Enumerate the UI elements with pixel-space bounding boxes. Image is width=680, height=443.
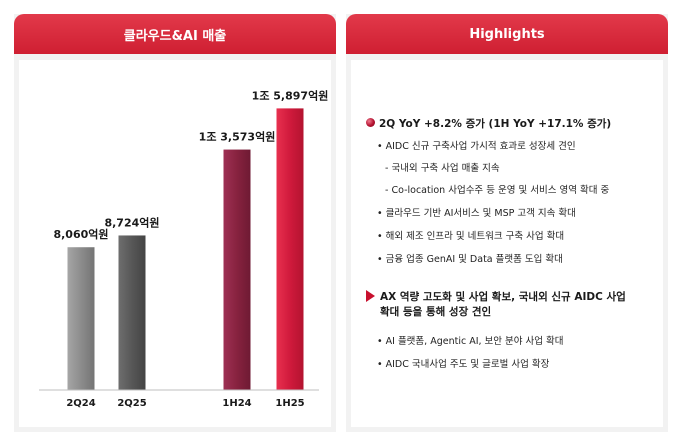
highlight-item: • 해외 제조 인프라 및 네트워크 구축 사업 확대 (377, 231, 565, 242)
bar-1h24 (223, 149, 251, 390)
highlight-item: • 금융 업종 GenAI 및 Data 플랫폼 도입 확대 (377, 254, 563, 265)
highlight-heading-2-text: AX 역량 고도화 및 사업 확보, 국내외 신규 AIDC 사업 확대 등을 … (380, 289, 626, 319)
highlight-item: • AI 플랫폼, Agentic AI, 보안 분야 사업 확대 (377, 336, 564, 347)
revenue-bar-chart: 8,060억원 2Q24 8,724억원 2Q25 1조 3,573억원 1H24 1조 5… (39, 88, 329, 409)
chart-area: 8,060억원 2Q24 8,724억원 2Q25 1조 3,573억원 1H24 1조 5… (19, 60, 331, 427)
ball-icon (366, 118, 375, 127)
highlight-heading-2: AX 역량 고도화 및 사업 확보, 국내외 신규 AIDC 사업 확대 등을 … (366, 289, 626, 319)
revenue-panel-header: 클라우드&AI 매출 (14, 14, 336, 54)
highlight-item: • AIDC 신규 구축사업 가시적 효과로 성장세 견인 (377, 141, 576, 152)
highlight-item: • AIDC 국내사업 주도 및 글로벌 사업 확장 (377, 359, 550, 370)
bar-2q25 (118, 235, 146, 390)
revenue-panel: 클라우드&AI 매출 8,060억원 2Q24 8,724억원 2Q25 1조 3,57… (14, 14, 336, 432)
highlight-heading-2-line1: AX 역량 고도화 및 사업 확보, 국내외 신규 AIDC 사업 (380, 291, 626, 303)
data-label-1h25: 1조 5,897억원 (252, 88, 329, 102)
tick-label-1h25: 1H25 (275, 398, 304, 409)
data-label-1h24: 1조 3,573억원 (199, 130, 276, 144)
highlight-subitem: - 국내외 구축 사업 매출 지속 (385, 163, 500, 174)
highlight-heading-1-text: 2Q YoY +8.2% 증가 (1H YoY +17.1% 증가) (379, 118, 612, 130)
data-label-2q25: 8,724억원 (104, 215, 159, 229)
bar-2q24 (67, 247, 95, 390)
highlights-panel-header: Highlights (346, 14, 668, 54)
highlight-heading-1: 2Q YoY +8.2% 증가 (1H YoY +17.1% 증가) (366, 116, 611, 131)
highlights-content: 2Q YoY +8.2% 증가 (1H YoY +17.1% 증가) • AID… (351, 60, 663, 427)
highlight-subitem: - Co-location 사업수주 등 운영 및 서비스 영역 확대 중 (385, 185, 610, 196)
tick-label-2q25: 2Q25 (117, 398, 146, 409)
tick-label-2q24: 2Q24 (66, 398, 95, 409)
highlights-panel: Highlights 2Q YoY +8.2% 증가 (1H YoY +17.1… (346, 14, 668, 432)
bar-1h25 (276, 108, 304, 390)
tick-label-1h24: 1H24 (222, 398, 251, 409)
data-label-2q24: 8,060억원 (53, 227, 108, 241)
highlight-item: • 클라우드 기반 AI서비스 및 MSP 고객 지속 확대 (377, 208, 576, 219)
highlights-body: 2Q YoY +8.2% 증가 (1H YoY +17.1% 증가) • AID… (351, 60, 663, 427)
highlight-heading-2-line2: 확대 등을 통해 성장 견인 (380, 306, 492, 318)
arrow-icon (366, 290, 375, 302)
